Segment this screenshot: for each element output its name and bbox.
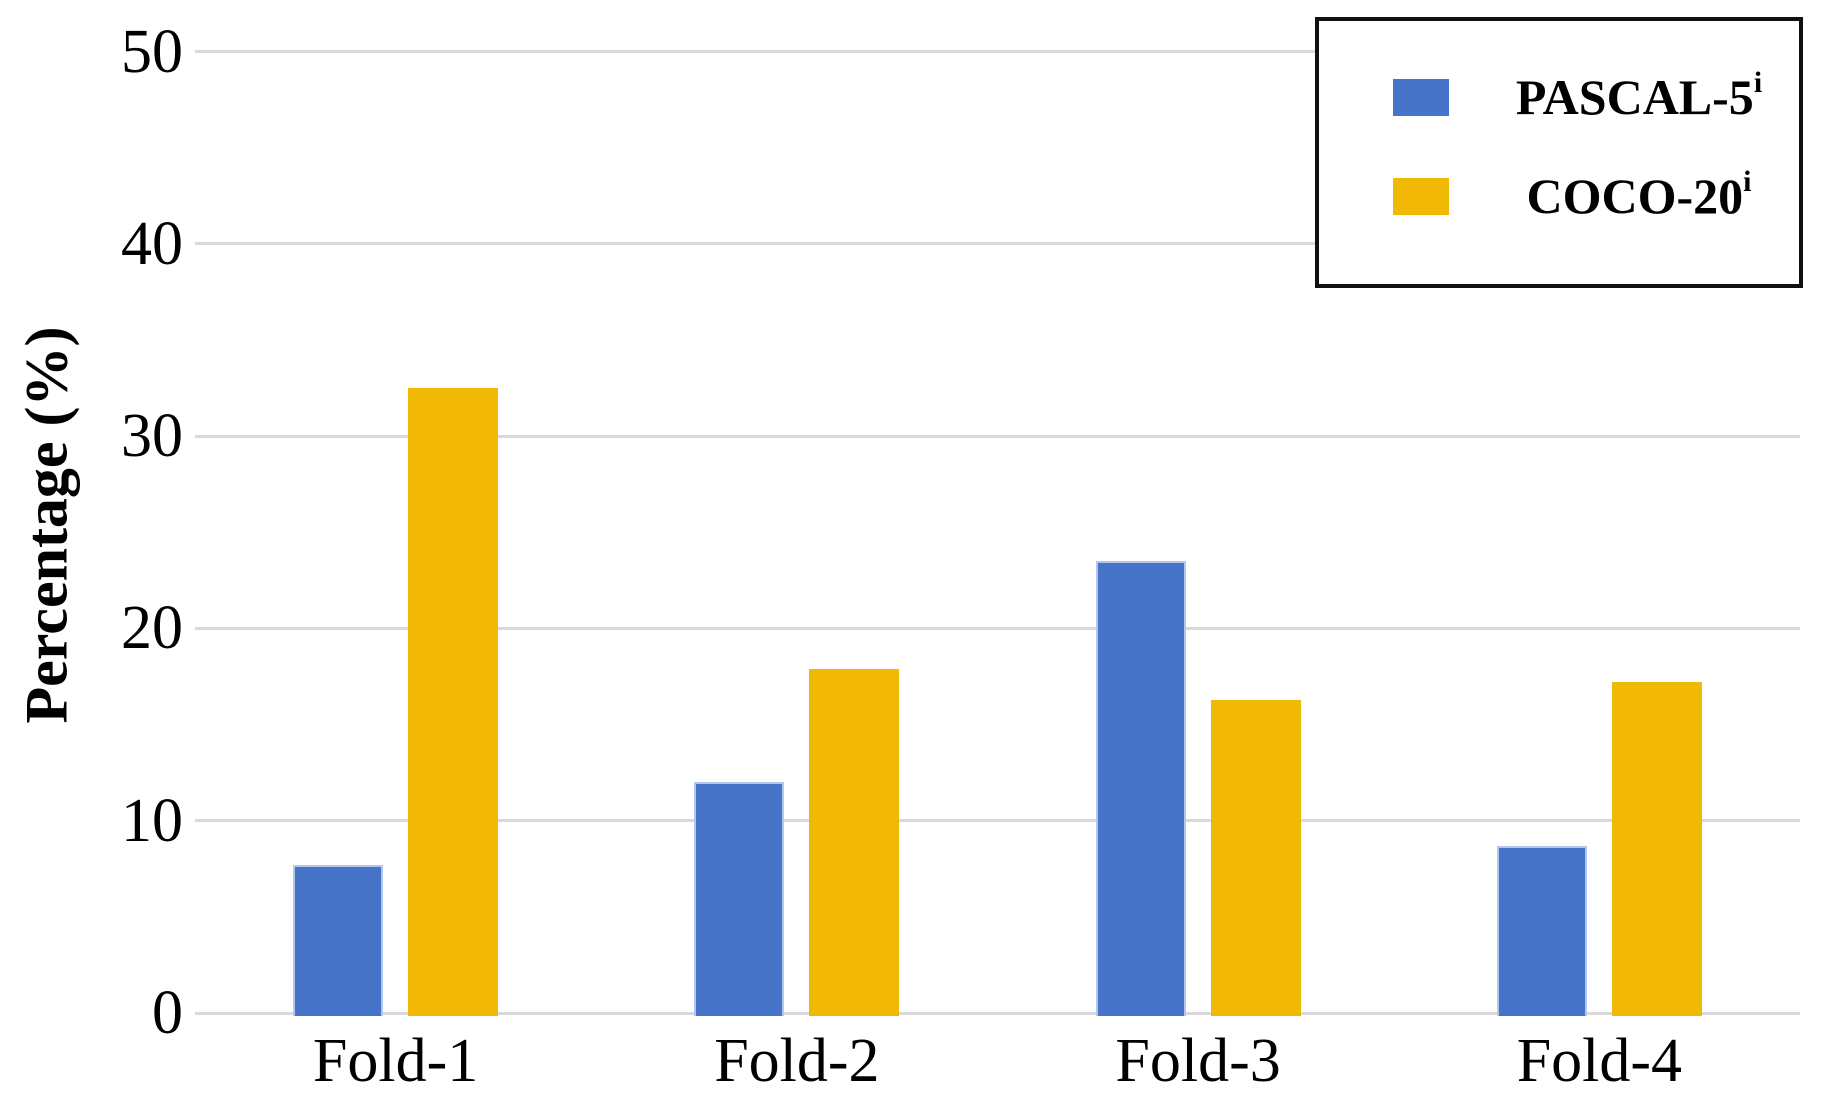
gridline-0: [195, 1011, 1800, 1015]
gridline-40: [195, 242, 1800, 246]
legend-swatch-pascal-icon: [1393, 78, 1449, 116]
bar-coco-fold-4: [1611, 682, 1702, 1016]
gridline-20: [195, 626, 1800, 630]
legend: PASCAL-5i COCO-20i: [1315, 17, 1803, 288]
gridline-30: [195, 434, 1800, 438]
x-label-fold-2: Fold-2: [714, 1027, 880, 1095]
legend-superscript-pascal: i: [1753, 66, 1763, 100]
gridline-50: [195, 50, 1800, 53]
legend-superscript-coco: i: [1743, 165, 1752, 199]
bar-coco-fold-1: [408, 388, 499, 1016]
y-tick-label-40: 40: [121, 209, 183, 278]
bar-pascal-fold-1: [293, 864, 384, 1016]
legend-entry-coco: COCO-20i: [1393, 165, 1795, 225]
bar-pascal-fold-3: [1095, 561, 1186, 1016]
bar-pascal-fold-2: [694, 782, 785, 1016]
y-tick-label-20: 20: [121, 594, 183, 663]
y-tick-label-30: 30: [121, 402, 183, 471]
legend-swatch-coco-icon: [1393, 177, 1449, 215]
y-tick-label-10: 10: [121, 786, 183, 855]
bar-coco-fold-3: [1210, 699, 1301, 1016]
y-tick-label-50: 50: [121, 17, 183, 86]
y-tick-label-0: 0: [152, 979, 183, 1047]
bar-coco-fold-2: [809, 668, 900, 1016]
legend-label-coco: COCO-20i: [1526, 165, 1752, 224]
bar-pascal-fold-4: [1496, 845, 1587, 1016]
legend-label-pascal: PASCAL-5i: [1515, 66, 1763, 125]
x-label-fold-3: Fold-3: [1115, 1027, 1281, 1095]
x-label-fold-4: Fold-4: [1516, 1027, 1683, 1095]
x-label-fold-1: Fold-1: [312, 1027, 479, 1095]
gridline-10: [195, 819, 1800, 823]
legend-entry-pascal: PASCAL-5i: [1393, 66, 1795, 126]
